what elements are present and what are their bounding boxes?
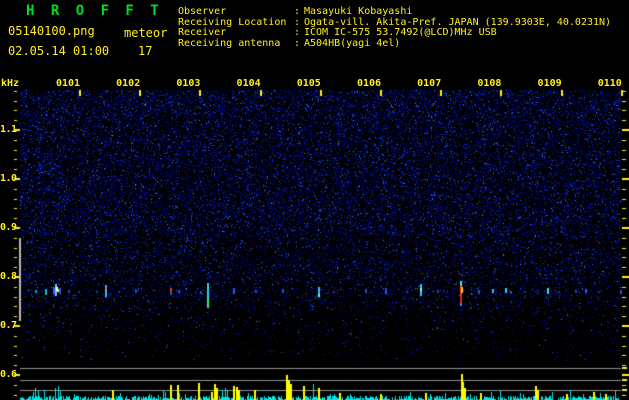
- freq-axis-label: 0.6: [0, 369, 17, 380]
- receiver-label: Receiver: [178, 27, 227, 38]
- antenna-label: Receiving antenna: [178, 37, 281, 49]
- time-axis-label: 0106: [356, 78, 382, 89]
- time-axis-label: 0104: [236, 78, 261, 89]
- info-row-location: Receiving Location: Ogata-vill. Akita-Pre…: [178, 16, 612, 28]
- observer-label: Observer: [178, 6, 227, 17]
- observation-mode-label: meteor: [124, 26, 168, 40]
- freq-axis-label: 1.1: [0, 124, 17, 135]
- time-axis-label: 0107: [417, 78, 442, 89]
- time-axis-label: 0105: [296, 78, 321, 89]
- echo-count-value: 17: [138, 44, 153, 58]
- info-row-observer: Observer: Masayuki Kobayashi: [178, 6, 413, 17]
- output-filename: 05140100.png: [8, 24, 95, 38]
- freq-axis-label: 1.0: [0, 173, 17, 184]
- antenna-value: A504HB(yagi 4el): [304, 37, 401, 49]
- time-axis-label: 0108: [477, 78, 502, 89]
- info-row-antenna: Receiving antenna: A504HB(yagi 4el): [178, 37, 401, 49]
- station-info-block: Observer: Masayuki Kobayashi Receiving Lo…: [178, 6, 612, 49]
- freq-axis-label: 0.9: [0, 222, 17, 233]
- freq-axis-unit-label: kHz: [1, 78, 20, 89]
- time-axis-label: 0109: [537, 78, 562, 89]
- time-axis-label: 0102: [116, 78, 141, 89]
- location-label: Receiving Location: [178, 16, 287, 28]
- observation-datetime: 02.05.14 01:00: [8, 44, 110, 58]
- time-axis-label: 0101: [55, 78, 81, 89]
- location-value: Ogata-vill. Akita-Pref. JAPAN (139.9303E…: [304, 16, 612, 28]
- observer-value: Masayuki Kobayashi: [304, 6, 413, 17]
- info-row-receiver: Receiver: ICOM IC-575 53.7492(@LCD)MHz US…: [178, 27, 497, 38]
- time-axis-label: 0103: [176, 78, 201, 89]
- freq-axis-label: 0.8: [0, 271, 17, 282]
- freq-axis-label: 0.7: [0, 320, 17, 331]
- receiver-value: ICOM IC-575 53.7492(@LCD)MHz USB: [304, 27, 497, 38]
- time-axis-label: 0110: [597, 78, 622, 89]
- app-title: H R O F F T: [26, 3, 163, 19]
